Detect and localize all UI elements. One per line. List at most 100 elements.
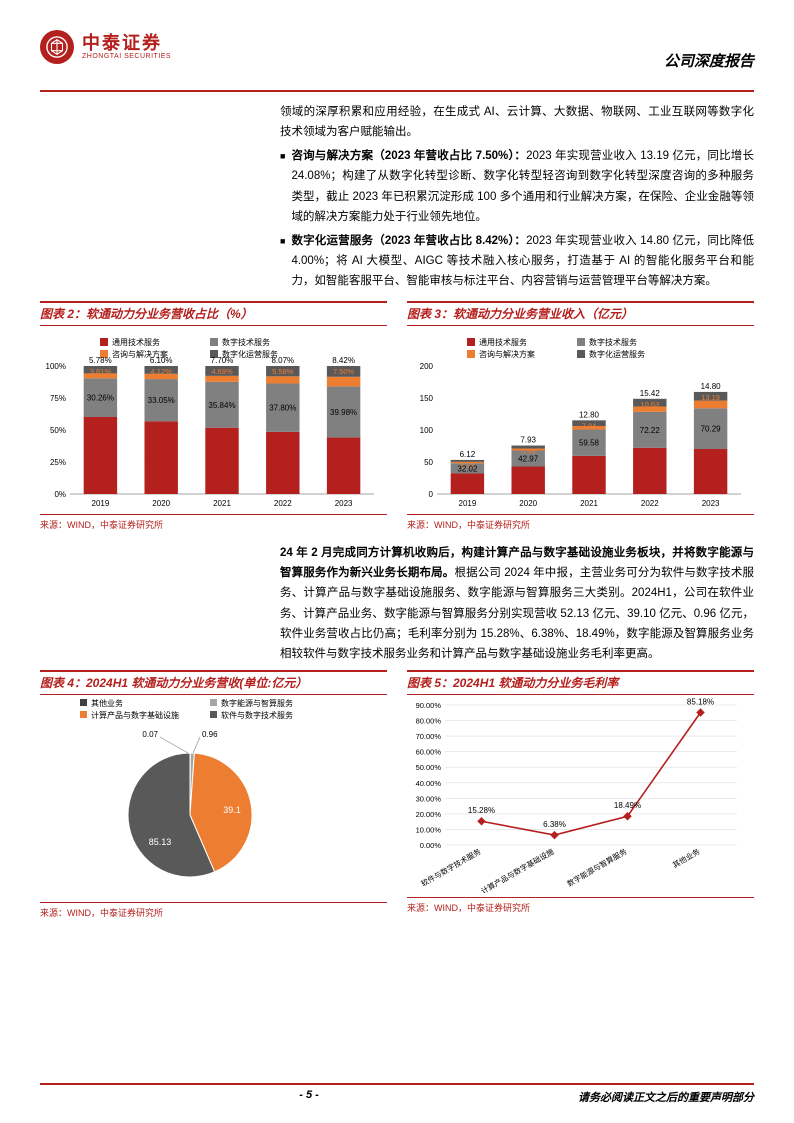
chart-2: 图表 2：软通动力分业务营收占比（%） 通用技术服务数字技术服务咨询与解决方案数… (40, 301, 387, 531)
svg-text:5.58%: 5.58% (272, 367, 294, 376)
svg-text:软件与数字技术服务: 软件与数字技术服务 (419, 846, 483, 889)
svg-text:其他业务: 其他业务 (91, 698, 123, 708)
svg-text:50%: 50% (50, 426, 66, 435)
svg-text:39.1: 39.1 (223, 805, 241, 815)
svg-text:33.05%: 33.05% (148, 396, 175, 405)
svg-text:60.00%: 60.00% (416, 748, 442, 757)
bullet-1: ■ 咨询与解决方案（2023 年营收占比 7.50%）：2023 年实现营业收入… (280, 146, 754, 231)
chart-3: 图表 3：软通动力分业务营业收入（亿元） 通用技术服务数字技术服务咨询与解决方案… (407, 301, 754, 531)
logo-mark-icon (40, 30, 74, 64)
svg-text:65.40: 65.40 (457, 480, 478, 489)
svg-text:2019: 2019 (459, 499, 477, 508)
page-footer: - 5 - 请务必阅读正文之后的重要声明部分 (40, 1083, 754, 1105)
footer-divider (40, 1083, 754, 1085)
page-header: 中泰证券 ZHONGTAI SECURITIES 公司深度报告 (40, 30, 754, 88)
chart4-area: 其他业务数字能源与智算服务计算产品与数字基础设施软件与数字技术服务0.070.9… (40, 695, 387, 900)
svg-text:4.69%: 4.69% (211, 367, 233, 376)
svg-text:59.58: 59.58 (579, 439, 600, 448)
svg-text:14.80: 14.80 (701, 382, 722, 391)
svg-text:30.00%: 30.00% (416, 794, 442, 803)
svg-text:80.37: 80.37 (579, 471, 600, 480)
svg-text:数字化运营服务: 数字化运营服务 (589, 349, 645, 359)
svg-text:3.81%: 3.81% (90, 367, 112, 376)
svg-text:95.18: 95.18 (640, 467, 661, 476)
svg-text:70.00%: 70.00% (416, 732, 442, 741)
charts-row-1: 图表 2：软通动力分业务营收占比（%） 通用技术服务数字技术服务咨询与解决方案数… (40, 301, 754, 531)
footer-disclaimer: 请务必阅读正文之后的重要声明部分 (578, 1089, 754, 1105)
svg-text:咨询与解决方案: 咨询与解决方案 (479, 349, 535, 359)
chart2-title: 图表 2：软通动力分业务营收占比（%） (40, 307, 253, 321)
svg-text:2021: 2021 (580, 499, 598, 508)
bullet-icon: ■ (280, 149, 285, 231)
svg-text:12.80: 12.80 (579, 410, 600, 419)
svg-text:10.00%: 10.00% (416, 825, 442, 834)
svg-text:8.42%: 8.42% (332, 356, 355, 365)
svg-text:0.07: 0.07 (142, 730, 158, 739)
chart4-source: 来源：WIND，中泰证券研究所 (40, 902, 387, 919)
chart3-source: 来源：WIND，中泰证券研究所 (407, 514, 754, 531)
svg-text:6.38%: 6.38% (543, 820, 566, 829)
svg-text:13.19: 13.19 (701, 393, 720, 402)
svg-text:72.22: 72.22 (640, 426, 661, 435)
svg-text:51.77%: 51.77% (208, 457, 235, 466)
chart3-title: 图表 3：软通动力分业务营业收入（亿元） (407, 307, 633, 321)
svg-text:37.80%: 37.80% (269, 404, 296, 413)
body-text-block: 领域的深厚积累和应用经验，在生成式 AI、云计算、大数据、物联网、工业互联网等数… (280, 102, 754, 295)
svg-text:2021: 2021 (213, 499, 231, 508)
svg-text:72.22: 72.22 (518, 476, 539, 485)
logo-text-en: ZHONGTAI SECURITIES (82, 53, 171, 60)
svg-text:50: 50 (424, 458, 433, 467)
svg-text:150: 150 (420, 394, 434, 403)
svg-text:90.00%: 90.00% (416, 701, 442, 710)
svg-text:2022: 2022 (641, 499, 659, 508)
svg-text:2022: 2022 (274, 499, 292, 508)
charts-row-2: 图表 4：2024H1 软通动力分业务营收(单位:亿元） 其他业务数字能源与智算… (40, 670, 754, 919)
svg-text:6.10%: 6.10% (150, 356, 173, 365)
svg-text:7.93: 7.93 (520, 436, 536, 445)
svg-text:其他业务: 其他业务 (671, 846, 702, 870)
logo: 中泰证券 ZHONGTAI SECURITIES (40, 30, 171, 64)
svg-text:30.26%: 30.26% (87, 394, 114, 403)
svg-text:8.07%: 8.07% (271, 356, 294, 365)
svg-text:18.49%: 18.49% (614, 801, 641, 810)
report-title: 公司深度报告 (664, 50, 754, 71)
svg-text:10.63: 10.63 (640, 400, 659, 409)
svg-text:数字技术服务: 数字技术服务 (222, 337, 270, 347)
chart3-area: 通用技术服务数字技术服务咨询与解决方案数字化运营服务0501001502006.… (407, 326, 754, 512)
svg-text:2020: 2020 (519, 499, 537, 508)
svg-text:2020: 2020 (152, 499, 170, 508)
svg-text:0%: 0% (54, 490, 66, 499)
chart5-source: 来源：WIND，中泰证券研究所 (407, 897, 754, 914)
svg-text:75%: 75% (50, 394, 66, 403)
svg-text:2023: 2023 (702, 499, 720, 508)
chart2-source: 来源：WIND，中泰证券研究所 (40, 514, 387, 531)
svg-text:5.78%: 5.78% (89, 356, 112, 365)
bullet-2: ■ 数字化运营服务（2023 年营收占比 8.42%）：2023 年实现营业收入… (280, 231, 754, 295)
svg-text:35.84%: 35.84% (208, 401, 235, 410)
svg-text:44.10%: 44.10% (330, 462, 357, 471)
mid-paragraph: 24 年 2 月完成同方计算机收购后，构建计算产品与数字基础设施业务板块，并将数… (280, 543, 754, 664)
svg-text:20.00%: 20.00% (416, 810, 442, 819)
svg-text:70.29: 70.29 (701, 425, 722, 434)
svg-text:100: 100 (420, 426, 434, 435)
svg-text:6.12: 6.12 (460, 450, 476, 459)
svg-text:200: 200 (420, 362, 434, 371)
svg-text:数字技术服务: 数字技术服务 (589, 337, 637, 347)
svg-text:25%: 25% (50, 458, 66, 467)
svg-text:85.18%: 85.18% (687, 697, 714, 706)
svg-text:50.00%: 50.00% (416, 763, 442, 772)
svg-text:56.73%: 56.73% (148, 454, 175, 463)
page-number: - 5 - (299, 1089, 319, 1105)
svg-text:7.94: 7.94 (582, 421, 597, 430)
svg-text:100%: 100% (46, 362, 66, 371)
svg-text:80.00%: 80.00% (416, 716, 442, 725)
svg-text:60.15%: 60.15% (87, 452, 114, 461)
bullet2-title: 数字化运营服务（2023 年营收占比 8.42%）： (291, 235, 526, 247)
svg-text:0.00%: 0.00% (420, 841, 442, 850)
svg-text:15.42: 15.42 (640, 389, 661, 398)
svg-text:32.02: 32.02 (457, 464, 478, 473)
chart4-title: 图表 4：2024H1 软通动力分业务营收(单位:亿元） (40, 676, 307, 690)
svg-text:40.00%: 40.00% (416, 779, 442, 788)
svg-text:0: 0 (429, 490, 434, 499)
chart2-area: 通用技术服务数字技术服务咨询与解决方案数字化运营服务0%25%50%75%100… (40, 326, 387, 512)
